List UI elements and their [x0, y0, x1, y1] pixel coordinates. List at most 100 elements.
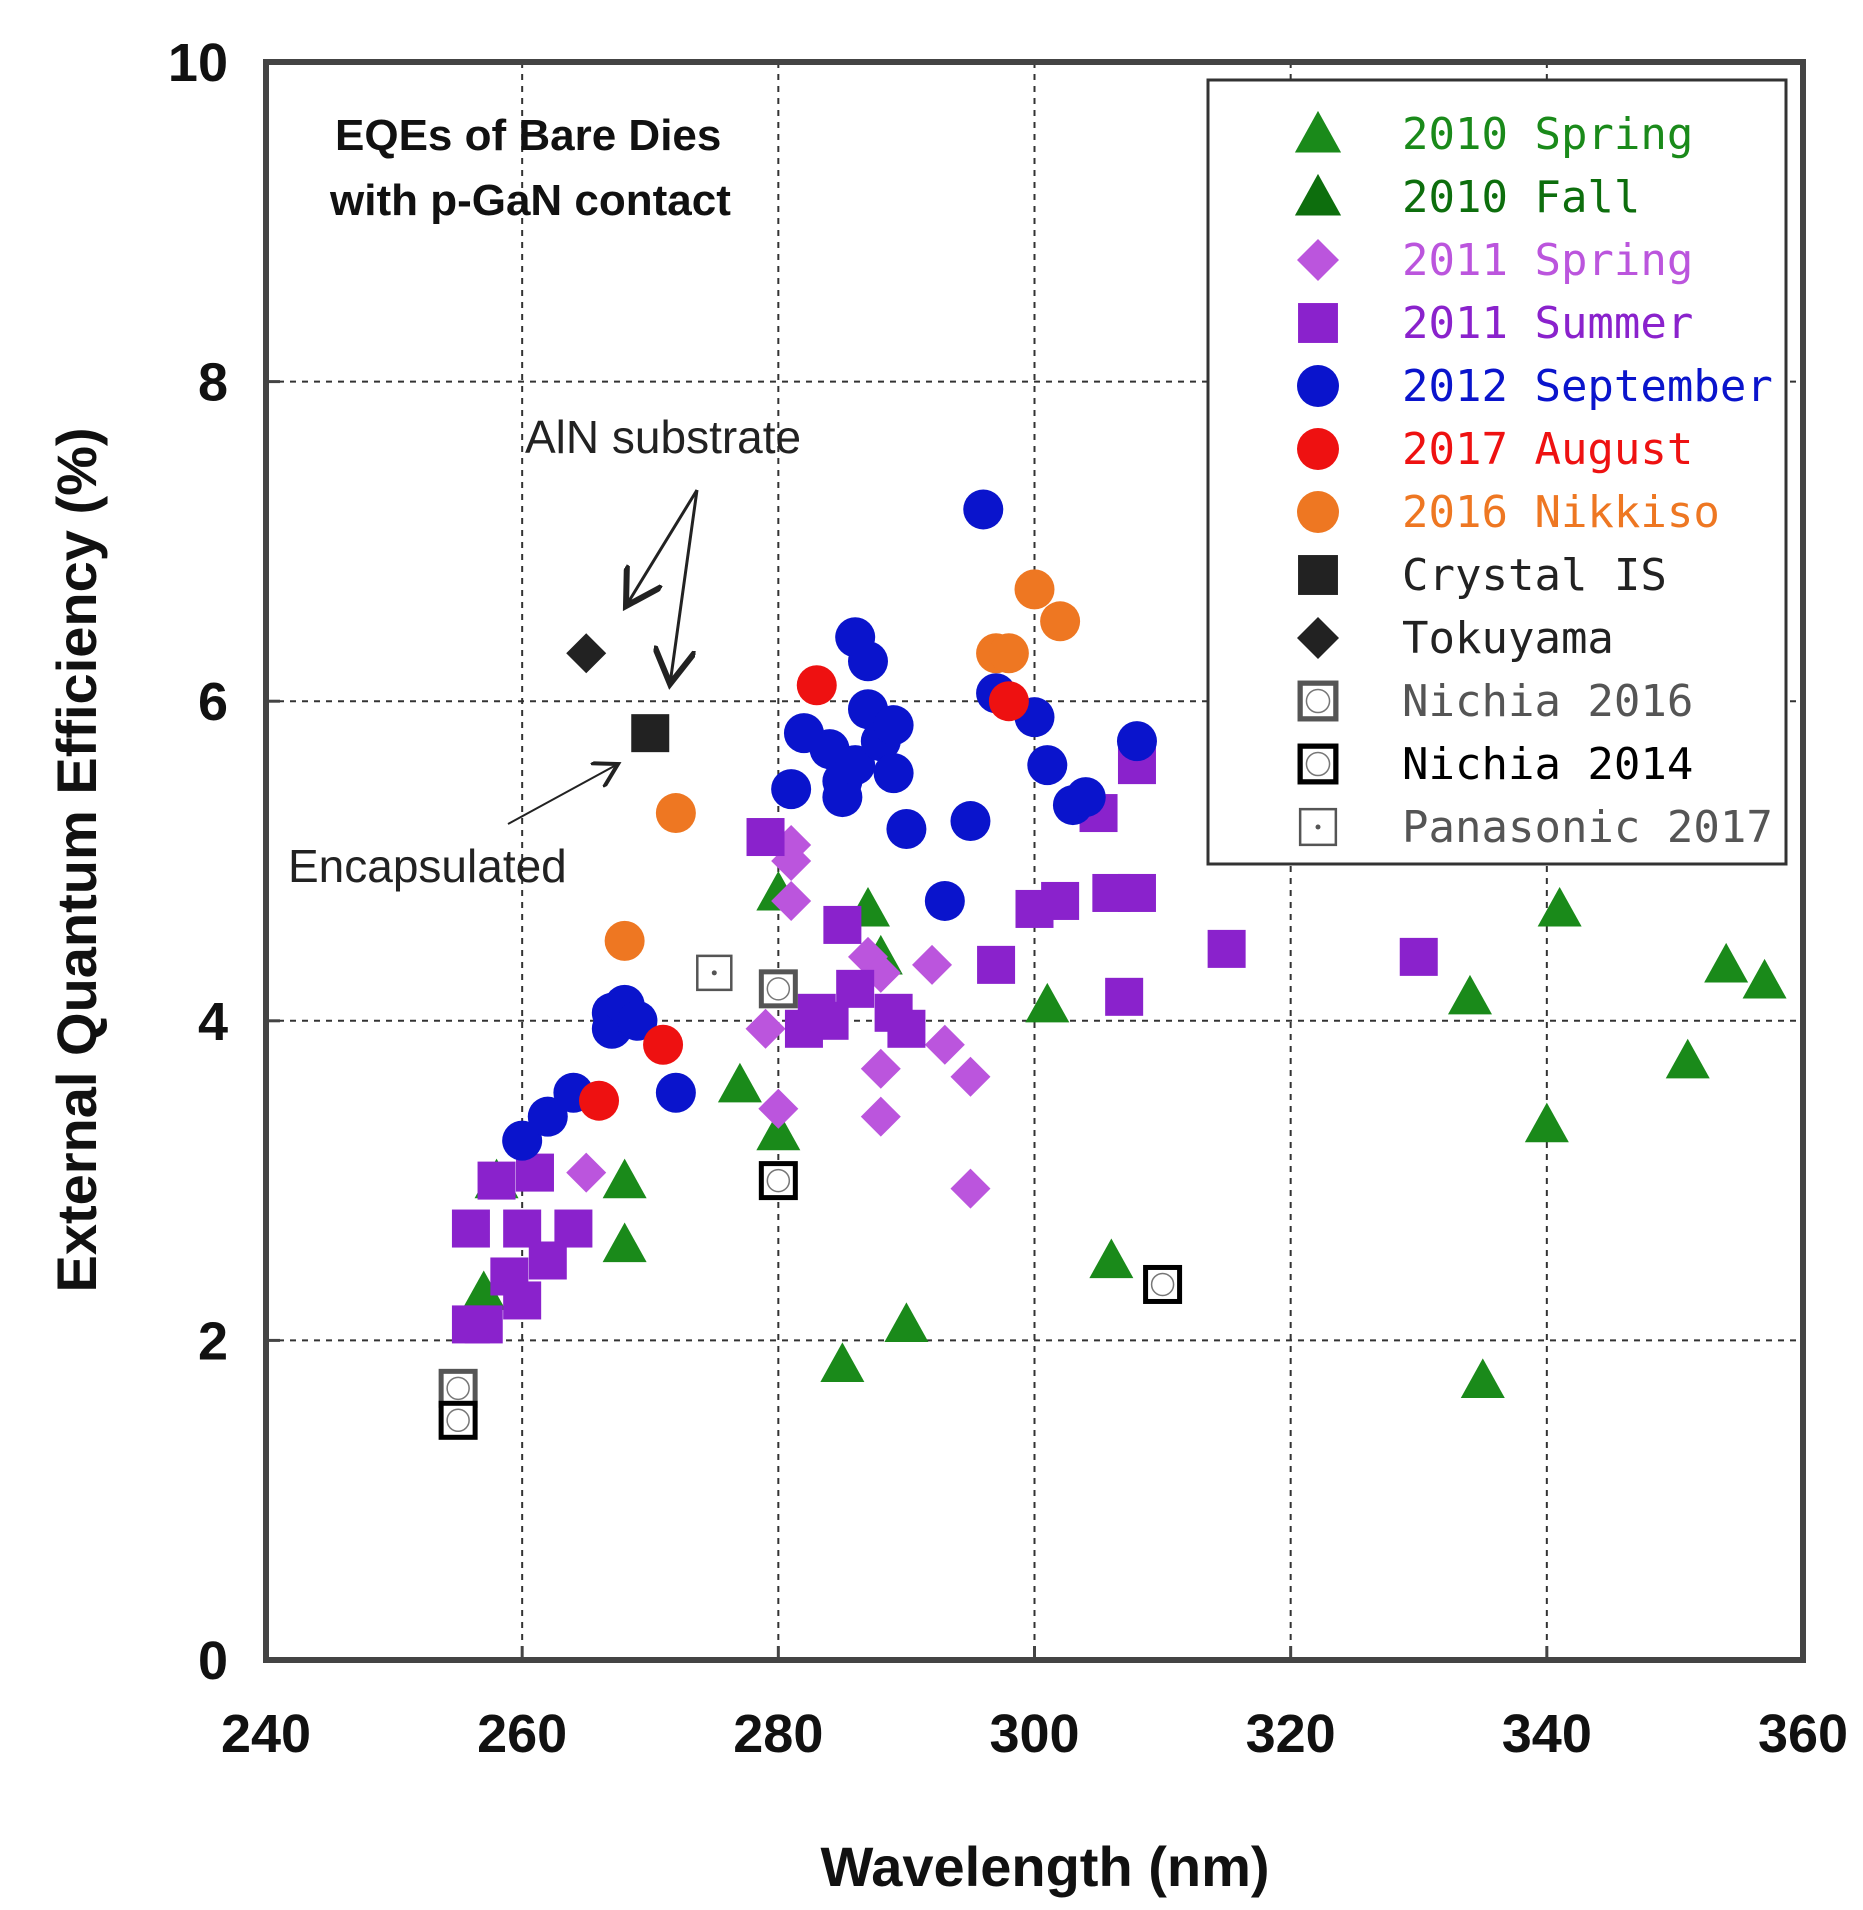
data-point [1665, 1038, 1710, 1079]
data-point [860, 1048, 901, 1089]
x-tick-label: 360 [1758, 1704, 1848, 1764]
y-tick-label: 0 [198, 1631, 228, 1691]
x-axis-title: Wavelength (nm) [820, 1835, 1269, 1898]
x-tick-label: 280 [733, 1704, 823, 1764]
data-point [527, 1096, 568, 1137]
legend-marker [1297, 617, 1339, 659]
data-point [963, 489, 1004, 530]
data-point [1116, 721, 1157, 762]
y-tick-label: 2 [198, 1311, 228, 1371]
data-point [1041, 881, 1080, 920]
data-point [464, 1305, 503, 1344]
legend-marker [1298, 555, 1338, 595]
data-point [1742, 958, 1787, 999]
x-tick-label: 320 [1246, 1704, 1336, 1764]
legend-label: Crystal IS [1402, 550, 1667, 601]
axis-ticks: 240 260 280 300 320 340 360 0 2 4 6 8 10 [168, 33, 1848, 1764]
data-point [771, 880, 812, 921]
x-tick-label: 340 [1502, 1704, 1592, 1764]
data-point [1105, 977, 1144, 1016]
annotation-aln-substrate: AlN substrate [525, 411, 801, 463]
x-tick-label: 300 [989, 1704, 1079, 1764]
legend-label: 2016 Nikkiso [1402, 487, 1720, 538]
data-point [604, 920, 645, 961]
series-tokuyama [566, 633, 607, 674]
data-point [756, 1110, 801, 1151]
series-2011-spring [566, 825, 991, 1209]
data-point [1460, 1358, 1505, 1398]
legend-marker [1298, 303, 1338, 343]
inset-title-line1: EQEs of Bare Dies [335, 111, 721, 160]
data-point [602, 1222, 647, 1263]
data-point [836, 969, 875, 1008]
data-point [655, 1072, 696, 1113]
series-crystal-is [631, 714, 670, 753]
data-point [643, 1024, 684, 1065]
data-point [1065, 777, 1106, 818]
data-point [810, 1001, 849, 1040]
series-2016-nikkiso [604, 569, 1081, 961]
data-point [887, 1009, 926, 1048]
legend-marker [1297, 491, 1339, 533]
data-point [758, 1161, 798, 1201]
data-point [796, 665, 837, 706]
data-point [822, 777, 863, 818]
data-point [696, 954, 733, 992]
series-panasonic-2017 [696, 954, 733, 992]
data-point [746, 818, 785, 857]
data-point [1207, 929, 1246, 968]
data-point [988, 633, 1029, 674]
data-point [528, 1241, 567, 1280]
annotation-arrow-tokuyama [626, 489, 699, 606]
legend-label: 2011 Summer [1402, 298, 1693, 349]
legend-marker [1294, 173, 1342, 216]
data-point [461, 1270, 506, 1311]
y-axis-title: External Quantum Efficiency (%) [45, 427, 108, 1292]
data-point [631, 714, 670, 753]
series-nichia-2016 [438, 969, 798, 1408]
data-point [579, 1080, 620, 1121]
legend-label: 2010 Spring [1402, 109, 1693, 160]
data-point [717, 1062, 762, 1103]
x-tick-label: 260 [477, 1704, 567, 1764]
data-point [438, 1400, 478, 1440]
legend-label: 2017 August [1402, 424, 1693, 475]
series-2017-august [579, 665, 1029, 1121]
data-point [884, 1302, 929, 1343]
data-point [873, 753, 914, 794]
data-point [477, 1161, 516, 1200]
y-tick-label: 8 [198, 353, 228, 413]
annotation-arrow-encapsulated [507, 764, 618, 825]
data-point [1399, 937, 1438, 976]
data-point [771, 769, 812, 810]
data-point [977, 945, 1016, 984]
data-point [1014, 569, 1055, 610]
data-point [503, 1209, 542, 1248]
data-point [820, 1342, 865, 1382]
data-point [823, 905, 862, 944]
data-point [758, 969, 798, 1009]
data-point [1025, 982, 1070, 1023]
legend-label: 2010 Fall [1402, 172, 1640, 223]
y-tick-label: 6 [198, 672, 228, 732]
data-point [745, 1008, 786, 1049]
data-point [1447, 974, 1492, 1015]
data-point [950, 801, 991, 842]
data-point [655, 793, 696, 834]
series-nichia-2014 [438, 1161, 1183, 1440]
legend-marker [1297, 743, 1339, 785]
legend-label: 2012 September [1402, 361, 1773, 412]
legend-marker [1298, 807, 1338, 847]
series-2010-spring [461, 870, 1787, 1398]
data-point [554, 1209, 593, 1248]
data-point [438, 1368, 478, 1408]
legend-marker [1294, 110, 1342, 153]
annotation-arrow-crystal-is [670, 489, 699, 684]
data-point [451, 1209, 490, 1248]
inset-title-line2: with p-GaN contact [329, 176, 731, 225]
legend-label: Tokuyama [1402, 613, 1614, 664]
data-point [912, 944, 953, 985]
legend-label: Panasonic 2017 [1402, 802, 1773, 853]
series-2012-september [502, 489, 1157, 1161]
